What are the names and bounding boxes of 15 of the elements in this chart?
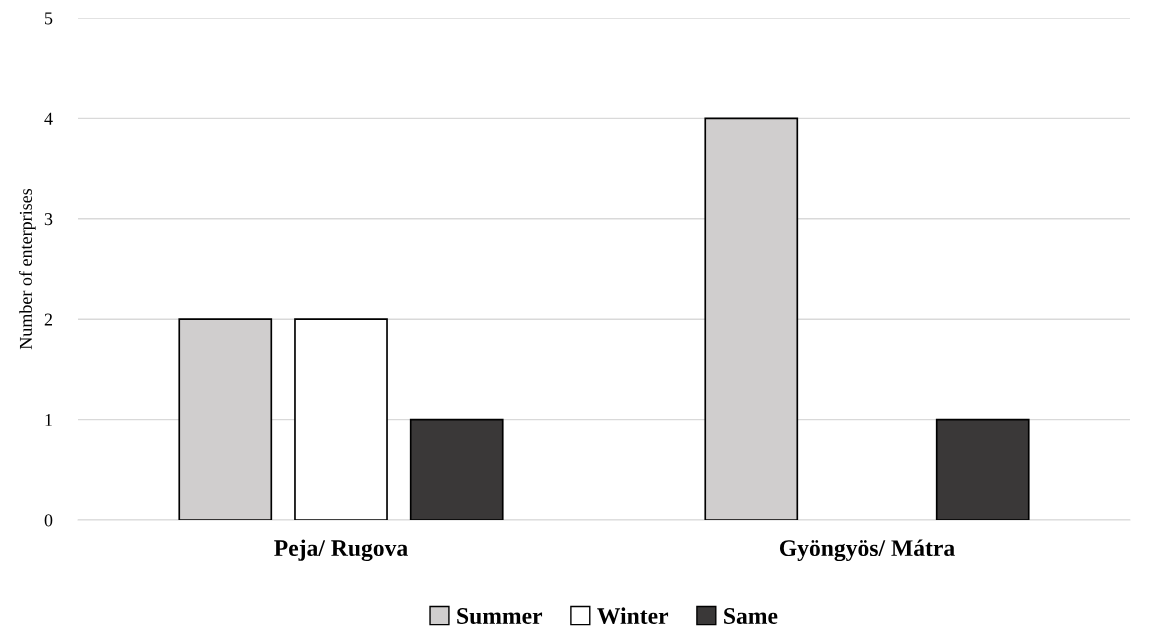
bar [409,418,504,520]
y-tick-label: 0 [44,514,53,527]
legend-label: Summer [457,608,543,625]
y-tick-label: 2 [44,313,52,326]
legend-label: Same [724,608,778,624]
legend-label: Winter [597,607,669,625]
bar [935,418,1030,520]
y-tick-label: 4 [44,112,53,125]
y-tick-label: 5 [45,12,53,25]
bar [294,318,388,520]
y-axis-title: Number of enterprises [19,188,36,350]
y-tick-label: 1 [45,413,52,426]
x-tick-label: Peja/ Rugova [274,539,408,562]
y-tick-label: 3 [44,213,53,226]
x-tick-label: Gyöngyös/ Mátra [779,539,955,562]
